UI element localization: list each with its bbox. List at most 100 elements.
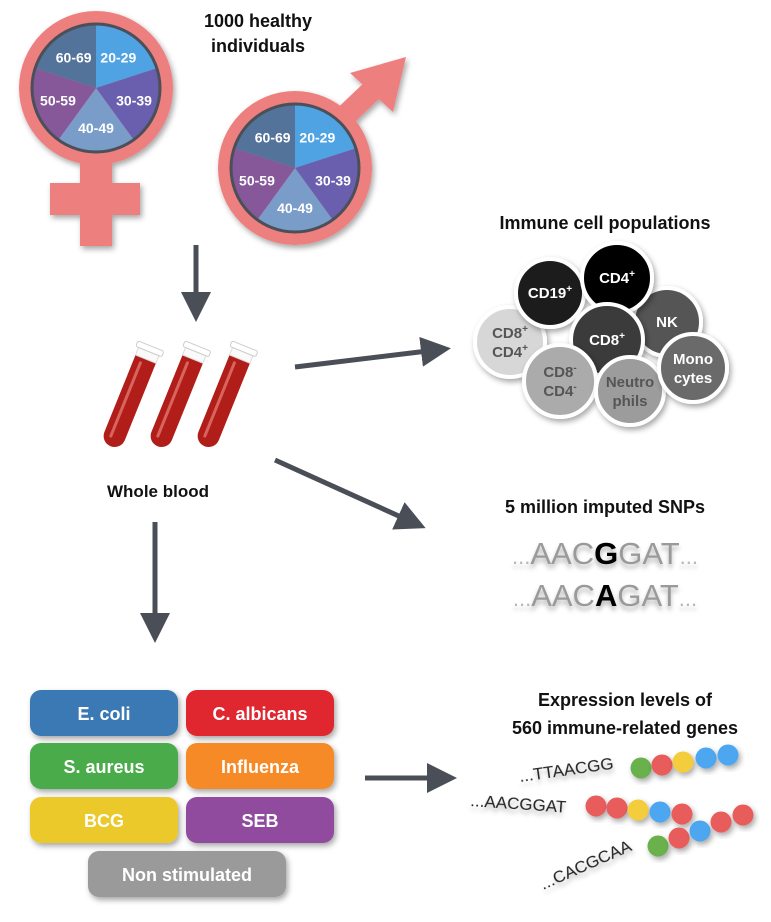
cell-sign: + xyxy=(566,284,572,295)
cell-label: CD4+ xyxy=(492,343,528,361)
age-label: 20-29 xyxy=(299,129,335,145)
cell-sign: + xyxy=(629,269,635,280)
expression-title-line2: 560 immune-related genes xyxy=(512,718,738,738)
age-label: 60-69 xyxy=(56,49,92,65)
pie-slice-40-49 xyxy=(257,168,333,233)
pie-slice-50-59 xyxy=(231,148,295,220)
expression-bead xyxy=(710,811,732,833)
cell-label: CD8+ xyxy=(589,331,625,349)
expression-strand: ...TTAACGG xyxy=(518,744,739,786)
cell-marker: NK xyxy=(656,314,678,331)
ellipsis: ... xyxy=(513,586,531,611)
cell-label: Mono xyxy=(673,351,713,368)
cell-marker: CD8 xyxy=(589,332,619,349)
stimuli-grid: E. coli C. albicans S. aureus Influenza BCG S… xyxy=(30,690,334,897)
seq-suffix: GAT xyxy=(617,578,678,613)
expression-bead xyxy=(689,820,711,842)
cell-label: CD19+ xyxy=(528,284,572,302)
pie-slice-30-39 xyxy=(96,68,161,140)
pie-slice-20-29 xyxy=(295,104,356,168)
snp-allele: A xyxy=(595,578,617,613)
cell-sign: - xyxy=(573,382,576,393)
expression-strands: ...TTAACGG ...AACGGAT ...CACGCAA xyxy=(470,744,754,894)
stimulus-label: E. coli xyxy=(77,704,130,724)
cell-marker: CD4 xyxy=(543,383,574,400)
cell-label: CD8+ xyxy=(492,324,528,342)
cell-marker: CD19 xyxy=(528,285,566,302)
test-tube-icon xyxy=(197,340,258,448)
expression-bead xyxy=(647,835,669,857)
immune-cell-6: Neutro phils xyxy=(594,355,666,427)
pie-slice-60-69 xyxy=(234,104,295,168)
snp-sequences: ...AACGGAT... ...AACAGAT... xyxy=(512,536,698,613)
immune-title: Immune cell populations xyxy=(499,213,710,233)
stimulus-bcg: BCG xyxy=(30,797,178,843)
expression-bead xyxy=(606,797,628,819)
cell-marker: CD4 xyxy=(599,270,630,287)
snp-allele: G xyxy=(594,536,618,571)
seq-prefix: AAC xyxy=(531,578,595,613)
age-label: 30-39 xyxy=(315,172,351,188)
stimulus-s-aureus: S. aureus xyxy=(30,743,178,789)
stimulus-label: BCG xyxy=(84,811,124,831)
cell-marker: CD4 xyxy=(492,344,523,361)
seq-prefix: AAC xyxy=(530,536,594,571)
age-label: 20-29 xyxy=(100,49,136,65)
pie-slice-50-59 xyxy=(32,68,96,140)
whole-blood-label: Whole blood xyxy=(107,482,209,501)
immune-cell-3: CD4+ xyxy=(580,241,654,315)
ellipsis: ... xyxy=(680,544,698,569)
expression-bead xyxy=(695,747,717,769)
ellipsis: ... xyxy=(512,544,530,569)
test-tube-icon xyxy=(103,340,164,448)
stimulus-influenza: Influenza xyxy=(186,743,334,789)
cell-sign: + xyxy=(619,331,625,342)
expression-bead xyxy=(627,799,649,821)
cell-sign: - xyxy=(573,363,576,374)
cell-label: CD4+ xyxy=(599,269,635,287)
arrow-to-snps xyxy=(273,457,426,530)
cell-label: NK xyxy=(656,314,678,331)
stimulus-e-coli: E. coli xyxy=(30,690,178,736)
expression-bead xyxy=(671,803,693,825)
cell-marker: CD8 xyxy=(492,325,522,342)
immune-cell-1: CD19+ xyxy=(514,257,586,329)
expression-bead xyxy=(668,827,690,849)
age-label: 50-59 xyxy=(239,172,275,188)
ellipsis: ... xyxy=(679,586,697,611)
immune-cell-0: CD8+CD4+ xyxy=(473,305,547,379)
stimulus-label: Influenza xyxy=(221,757,300,777)
cell-label: cytes xyxy=(674,370,712,387)
gene-sequence: ...AACGGAT xyxy=(470,791,567,817)
expression-title-line1: Expression levels of xyxy=(538,690,713,710)
immune-cell-5: CD8-CD4- xyxy=(522,343,598,419)
immune-cell-7: Mono cytes xyxy=(657,332,729,404)
stimulus-seb: SEB xyxy=(186,797,334,843)
cell-label: phils xyxy=(612,393,647,410)
pie-slice-40-49 xyxy=(58,88,134,152)
pie-border xyxy=(30,22,162,154)
snp-title: 5 million imputed SNPs xyxy=(505,497,705,517)
expression-bead xyxy=(651,754,673,776)
age-label: 40-49 xyxy=(277,200,313,216)
expression-strand: ...CACGCAA xyxy=(537,804,754,894)
stimulus-label: S. aureus xyxy=(63,757,144,777)
cohort-title-line2: individuals xyxy=(211,36,305,56)
arrow-to-cells xyxy=(294,336,451,370)
cohort-title-line1: 1000 healthy xyxy=(204,11,312,31)
expression-bead xyxy=(732,804,754,826)
cell-marker: Neutro xyxy=(606,374,654,391)
stimulus-label: SEB xyxy=(241,811,278,831)
stimulus-label: C. albicans xyxy=(212,704,307,724)
test-tube-icon xyxy=(150,340,211,448)
age-label: 30-39 xyxy=(116,92,152,108)
pie-slice-20-29 xyxy=(96,24,157,88)
expression-bead xyxy=(717,744,739,766)
expression-bead xyxy=(649,801,671,823)
cell-label: CD4- xyxy=(543,382,576,400)
gene-sequence: ...TTAACGG xyxy=(518,754,615,786)
pie-slice-60-69 xyxy=(35,24,96,88)
pie-border xyxy=(229,102,361,234)
